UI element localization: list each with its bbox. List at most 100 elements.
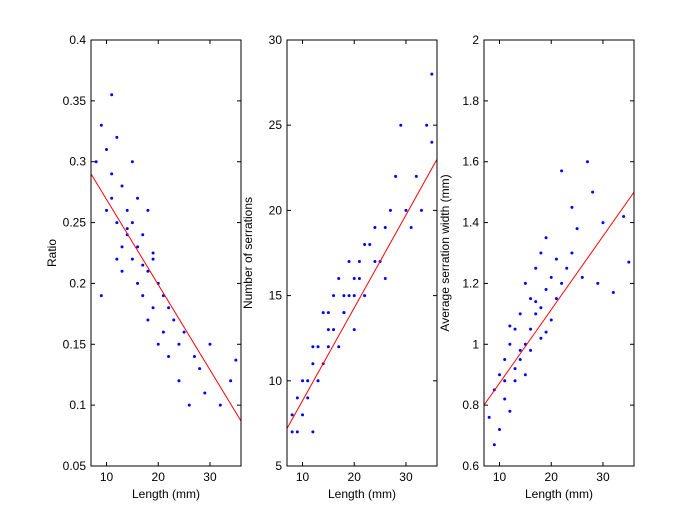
- point: [146, 318, 150, 322]
- point: [513, 367, 517, 371]
- point: [125, 208, 129, 212]
- point: [115, 221, 119, 225]
- point: [218, 403, 222, 407]
- fit-line: [286, 159, 438, 429]
- point: [316, 345, 320, 349]
- point: [198, 367, 202, 371]
- point: [544, 330, 548, 334]
- point: [357, 277, 361, 281]
- point: [560, 281, 564, 285]
- point: [404, 208, 408, 212]
- point: [601, 221, 605, 225]
- point: [290, 430, 294, 434]
- point: [326, 328, 330, 332]
- point: [539, 251, 543, 255]
- y-tick-label: 0.25: [63, 216, 87, 230]
- point: [363, 242, 367, 246]
- point: [347, 260, 351, 264]
- point: [290, 413, 294, 417]
- point: [146, 269, 150, 273]
- point: [156, 342, 160, 346]
- point: [534, 266, 538, 270]
- point: [306, 396, 310, 400]
- point: [342, 311, 346, 315]
- y-tick-label: 15: [269, 289, 283, 303]
- point: [187, 403, 191, 407]
- y-tick-label: 0.8: [462, 398, 479, 412]
- point: [498, 427, 502, 431]
- point: [508, 324, 512, 328]
- y-axis-label: Number of serrations: [241, 197, 255, 309]
- panel: 0.05 0.1 0.15 0.2 0.25 0.3 0.35 0.4 10 20 30Length…: [45, 33, 242, 501]
- point: [529, 327, 533, 331]
- point: [182, 330, 186, 334]
- point: [554, 297, 558, 301]
- point: [151, 306, 155, 310]
- point: [523, 281, 527, 285]
- point: [508, 409, 512, 413]
- point: [130, 257, 134, 261]
- point: [172, 318, 176, 322]
- point: [332, 294, 336, 298]
- x-tick-label: 30: [399, 470, 413, 484]
- y-tick-label: 1.2: [462, 276, 479, 290]
- point: [503, 379, 507, 383]
- x-tick-label: 30: [596, 470, 610, 484]
- x-tick-label: 10: [493, 470, 507, 484]
- point: [575, 227, 579, 231]
- point: [136, 281, 140, 285]
- x-axis-label: Length (mm): [328, 487, 396, 501]
- point: [549, 318, 553, 322]
- y-tick-label: 25: [269, 118, 283, 132]
- point: [394, 174, 398, 178]
- points: [94, 93, 238, 407]
- point: [513, 379, 517, 383]
- point: [311, 362, 315, 366]
- point: [560, 169, 564, 173]
- y-tick-label: 1.8: [462, 94, 479, 108]
- point: [508, 342, 512, 346]
- y-tick-label: 0.2: [69, 276, 86, 290]
- point: [373, 260, 377, 264]
- point: [544, 236, 548, 240]
- point: [311, 430, 315, 434]
- point: [332, 328, 336, 332]
- point: [105, 208, 109, 212]
- point: [105, 148, 109, 152]
- axes-frame: [483, 39, 635, 467]
- point: [518, 312, 522, 316]
- point: [177, 342, 181, 346]
- point: [110, 196, 114, 200]
- point: [136, 196, 140, 200]
- point: [203, 391, 207, 395]
- point: [347, 294, 351, 298]
- point: [352, 294, 356, 298]
- y-tick-label: 0.3: [69, 155, 86, 169]
- point: [110, 172, 114, 176]
- point: [120, 184, 124, 188]
- fit-line: [483, 191, 635, 406]
- point: [596, 281, 600, 285]
- point: [167, 306, 171, 310]
- point: [120, 269, 124, 273]
- point: [529, 348, 533, 352]
- point: [363, 294, 367, 298]
- point: [110, 93, 114, 97]
- point: [518, 358, 522, 361]
- axes-frame: [286, 39, 438, 467]
- x-tick-label: 10: [100, 470, 114, 484]
- point: [611, 291, 615, 295]
- point: [425, 123, 429, 127]
- point: [388, 208, 392, 212]
- point: [151, 257, 155, 261]
- point: [487, 415, 491, 419]
- y-tick-label: 0.1: [69, 398, 86, 412]
- point: [99, 294, 103, 298]
- point: [94, 160, 98, 164]
- point: [549, 275, 553, 279]
- point: [622, 214, 626, 218]
- point: [326, 345, 330, 349]
- point: [352, 277, 356, 281]
- point: [503, 358, 507, 361]
